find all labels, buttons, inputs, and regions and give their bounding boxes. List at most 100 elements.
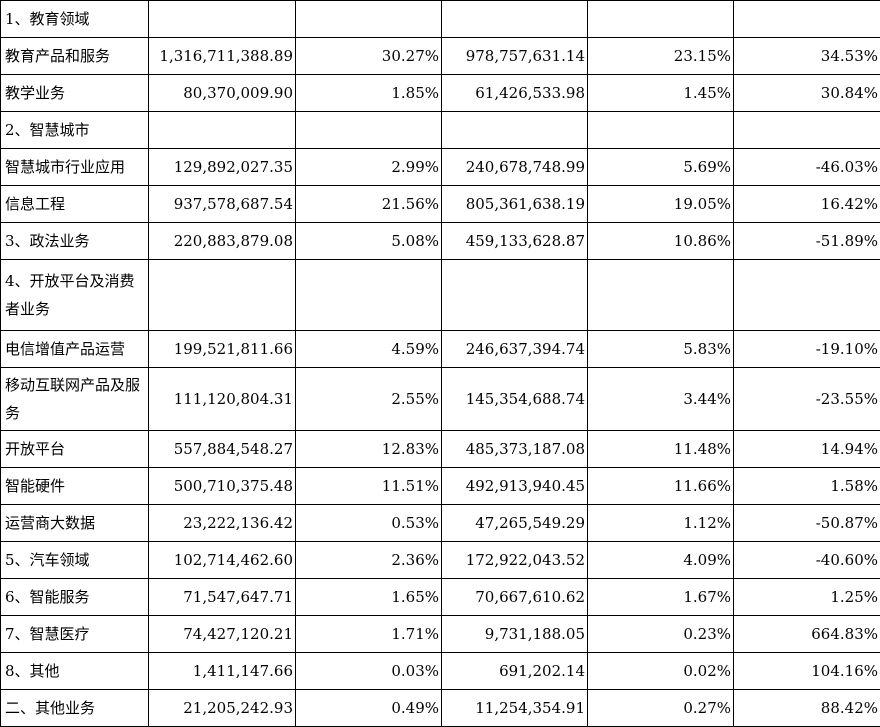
row-label-cell: 移动互联网产品及服务 — [1, 368, 149, 431]
prior-ratio-cell — [588, 260, 734, 331]
yoy-change-cell: 1.58% — [734, 468, 880, 505]
prior-amount-cell — [442, 1, 588, 38]
prior-ratio-cell: 10.86% — [588, 223, 734, 260]
current-ratio-cell: 1.71% — [296, 616, 442, 653]
prior-amount-cell: 805,361,638.19 — [442, 186, 588, 223]
current-amount-cell: 500,710,375.48 — [149, 468, 296, 505]
prior-ratio-cell: 23.15% — [588, 38, 734, 75]
prior-amount-cell: 61,426,533.98 — [442, 75, 588, 112]
row-label-cell: 5、汽车领域 — [1, 542, 149, 579]
prior-ratio-cell: 0.27% — [588, 690, 734, 727]
current-amount-cell: 220,883,879.08 — [149, 223, 296, 260]
current-ratio-cell — [296, 1, 442, 38]
yoy-change-cell: -46.03% — [734, 149, 880, 186]
yoy-change-cell: -40.60% — [734, 542, 880, 579]
prior-amount-cell: 11,254,354.91 — [442, 690, 588, 727]
current-ratio-cell: 2.36% — [296, 542, 442, 579]
yoy-change-cell: 34.53% — [734, 38, 880, 75]
current-amount-cell: 111,120,804.31 — [149, 368, 296, 431]
prior-amount-cell: 172,922,043.52 — [442, 542, 588, 579]
current-ratio-cell — [296, 112, 442, 149]
current-amount-cell: 71,547,647.71 — [149, 579, 296, 616]
row-label-cell: 智慧城市行业应用 — [1, 149, 149, 186]
prior-amount-cell: 246,637,394.74 — [442, 331, 588, 368]
yoy-change-cell: 1.25% — [734, 579, 880, 616]
yoy-change-cell: 104.16% — [734, 653, 880, 690]
prior-amount-cell: 978,757,631.14 — [442, 38, 588, 75]
yoy-change-cell: -19.10% — [734, 331, 880, 368]
table-row: 2、智慧城市 — [1, 112, 880, 149]
prior-amount-cell — [442, 260, 588, 331]
yoy-change-cell: 88.42% — [734, 690, 880, 727]
prior-ratio-cell: 19.05% — [588, 186, 734, 223]
row-label-cell: 8、其他 — [1, 653, 149, 690]
current-ratio-cell: 2.99% — [296, 149, 442, 186]
prior-ratio-cell: 5.69% — [588, 149, 734, 186]
yoy-change-cell — [734, 1, 880, 38]
row-label-cell: 3、政法业务 — [1, 223, 149, 260]
yoy-change-cell: 30.84% — [734, 75, 880, 112]
current-amount-cell: 1,316,711,388.89 — [149, 38, 296, 75]
prior-amount-cell: 145,354,688.74 — [442, 368, 588, 431]
prior-ratio-cell: 1.45% — [588, 75, 734, 112]
row-label-cell: 教学业务 — [1, 75, 149, 112]
prior-amount-cell: 70,667,610.62 — [442, 579, 588, 616]
current-amount-cell: 557,884,548.27 — [149, 431, 296, 468]
current-amount-cell: 1,411,147.66 — [149, 653, 296, 690]
prior-ratio-cell: 11.66% — [588, 468, 734, 505]
prior-ratio-cell — [588, 112, 734, 149]
current-amount-cell: 129,892,027.35 — [149, 149, 296, 186]
row-label-cell: 1、教育领域 — [1, 1, 149, 38]
prior-amount-cell: 485,373,187.08 — [442, 431, 588, 468]
current-ratio-cell: 30.27% — [296, 38, 442, 75]
row-label-cell: 智能硬件 — [1, 468, 149, 505]
row-label-cell: 7、智慧医疗 — [1, 616, 149, 653]
prior-amount-cell: 9,731,188.05 — [442, 616, 588, 653]
current-ratio-cell: 21.56% — [296, 186, 442, 223]
yoy-change-cell: 14.94% — [734, 431, 880, 468]
row-label-cell: 二、其他业务 — [1, 690, 149, 727]
prior-ratio-cell: 3.44% — [588, 368, 734, 431]
current-ratio-cell: 12.83% — [296, 431, 442, 468]
current-amount-cell — [149, 112, 296, 149]
prior-ratio-cell: 4.09% — [588, 542, 734, 579]
prior-ratio-cell: 1.67% — [588, 579, 734, 616]
current-amount-cell: 21,205,242.93 — [149, 690, 296, 727]
yoy-change-cell: 664.83% — [734, 616, 880, 653]
current-ratio-cell — [296, 260, 442, 331]
current-ratio-cell: 5.08% — [296, 223, 442, 260]
yoy-change-cell — [734, 112, 880, 149]
current-ratio-cell: 11.51% — [296, 468, 442, 505]
current-amount-cell: 23,222,136.42 — [149, 505, 296, 542]
prior-ratio-cell: 0.02% — [588, 653, 734, 690]
current-amount-cell: 102,714,462.60 — [149, 542, 296, 579]
prior-ratio-cell: 11.48% — [588, 431, 734, 468]
prior-amount-cell: 691,202.14 — [442, 653, 588, 690]
prior-amount-cell: 240,678,748.99 — [442, 149, 588, 186]
yoy-change-cell — [734, 260, 880, 331]
current-ratio-cell: 0.49% — [296, 690, 442, 727]
current-amount-cell: 937,578,687.54 — [149, 186, 296, 223]
current-amount-cell: 199,521,811.66 — [149, 331, 296, 368]
yoy-change-cell: -23.55% — [734, 368, 880, 431]
prior-ratio-cell: 0.23% — [588, 616, 734, 653]
prior-amount-cell: 459,133,628.87 — [442, 223, 588, 260]
table-row: 1、教育领域 — [1, 1, 880, 38]
current-ratio-cell: 0.53% — [296, 505, 442, 542]
row-label-cell: 运营商大数据 — [1, 505, 149, 542]
